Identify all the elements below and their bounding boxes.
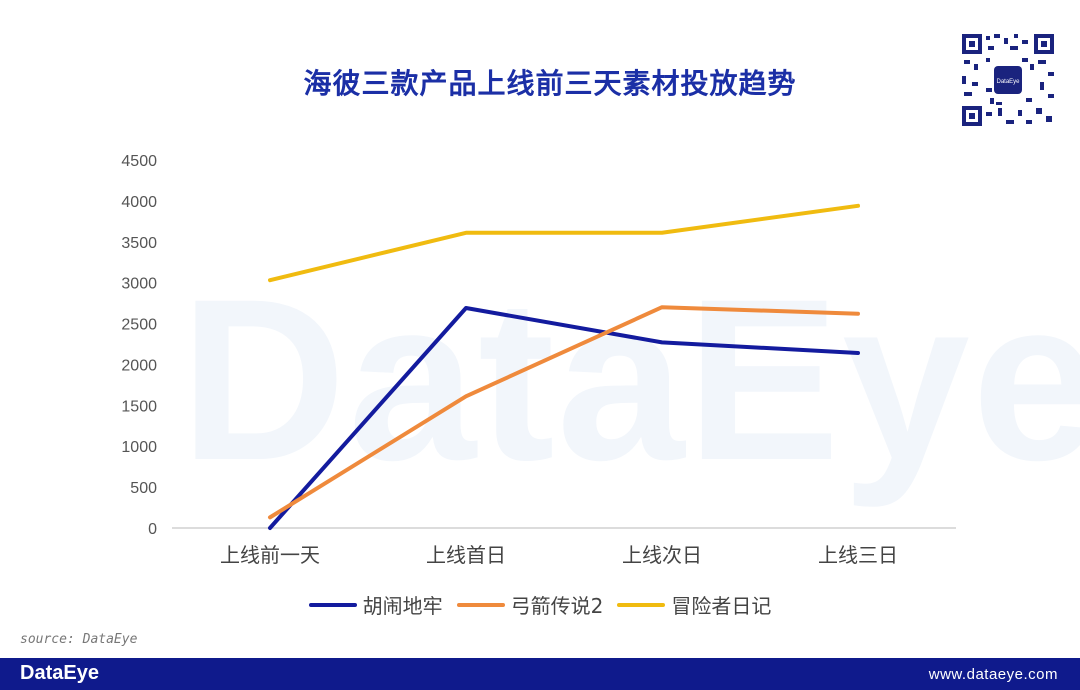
chart-legend: 胡闹地牢 弓箭传说2 冒险者日记	[0, 590, 1080, 619]
legend-item: 冒险者日记	[617, 590, 771, 619]
legend-swatch	[456, 602, 505, 607]
y-tick-label: 2500	[121, 317, 157, 334]
source-note: source: DataEye	[20, 632, 138, 647]
qr-center-label: DataEye	[996, 79, 1020, 85]
y-tick-label: 3000	[121, 276, 157, 293]
y-tick-label: 4000	[121, 194, 157, 211]
x-tick-label: 上线三日	[818, 543, 898, 567]
legend-swatch	[617, 602, 666, 607]
y-tick-label: 0	[148, 521, 157, 538]
footer-url[interactable]: www.dataeye.com	[928, 666, 1058, 683]
qr-code: DataEye	[960, 32, 1056, 128]
legend-label: 胡闹地牢	[362, 594, 443, 618]
y-tick-label: 1000	[121, 439, 157, 456]
line-chart: 0 500 1000 1500 2000 2500 3000 3500 4000 4500 上线前…	[121, 153, 956, 567]
y-axis: 0 500 1000 1500 2000 2500 3000 3500 4000 4500	[121, 153, 157, 538]
watermark: DataEye	[180, 251, 1080, 508]
series-line-0	[268, 306, 860, 530]
y-tick-label: 500	[130, 480, 157, 497]
x-tick-label: 上线前一天	[220, 543, 320, 567]
series-line-2	[268, 203, 860, 283]
y-tick-label: 4500	[121, 153, 157, 170]
x-tick-label: 上线次日	[622, 543, 702, 567]
legend-swatch	[308, 602, 357, 607]
legend-item: 弓箭传说2	[456, 590, 604, 619]
legend-label: 弓箭传说2	[510, 594, 604, 618]
footer-bar: DataEye www.dataeye.com	[0, 658, 1080, 690]
legend-item: 胡闹地牢	[308, 590, 443, 619]
y-tick-label: 1500	[121, 398, 157, 415]
x-axis: 上线前一天 上线首日 上线次日 上线三日	[220, 543, 898, 567]
footer-logo: DataEye	[20, 662, 99, 684]
series-lines	[268, 203, 860, 530]
y-tick-label: 3500	[121, 235, 157, 252]
series-line-1	[268, 305, 860, 520]
legend-label: 冒险者日记	[671, 594, 772, 618]
y-tick-label: 2000	[121, 357, 157, 374]
x-tick-label: 上线首日	[426, 543, 506, 567]
chart-title: 海彼三款产品上线前三天素材投放趋势	[303, 67, 797, 100]
